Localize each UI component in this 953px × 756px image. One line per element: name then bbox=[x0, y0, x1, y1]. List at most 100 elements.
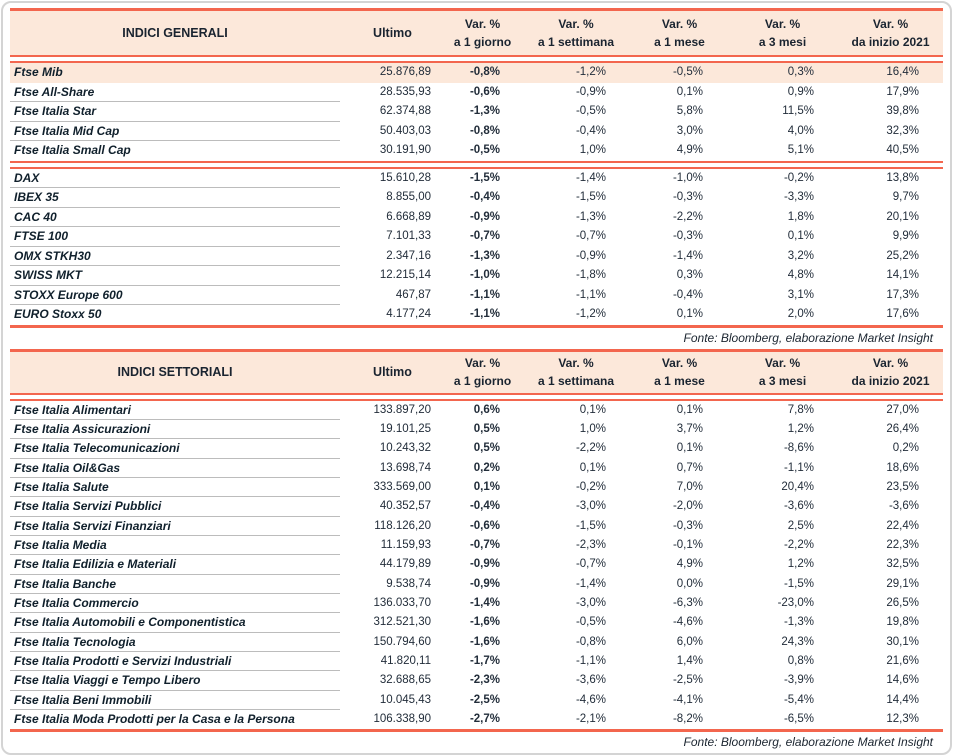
col-header-var-2: Var. % a 1 mese bbox=[632, 15, 727, 52]
index-name: Ftse Italia Beni Immobili bbox=[10, 691, 340, 710]
index-value-v2: -2,2% bbox=[672, 210, 703, 223]
index-value-v4: 18,6% bbox=[886, 461, 919, 474]
index-value-v4: 32,3% bbox=[886, 124, 919, 137]
index-name: IBEX 35 bbox=[10, 188, 340, 208]
index-row: Ftse Italia Commercio 136.033,70 -1,4% -3,0… bbox=[10, 594, 943, 613]
index-value-v3: 4,0% bbox=[787, 124, 814, 137]
period-label: a 3 mesi bbox=[758, 35, 807, 49]
index-value-v3: 3,2% bbox=[787, 249, 814, 262]
index-value-v0: 0,2% bbox=[473, 461, 500, 474]
index-name: Ftse Italia Moda Prodotti per la Casa e … bbox=[14, 712, 295, 726]
index-value-ultimo: 62.374,88 bbox=[379, 105, 431, 117]
table-header-row: INDICI SETTORIALI Ultimo Var. % a 1 giorno V… bbox=[10, 351, 943, 393]
period-label: da inizio 2021 bbox=[851, 35, 930, 49]
index-value-v0: -0,6% bbox=[469, 85, 500, 98]
index-name: Ftse Italia Telecomunicazioni bbox=[10, 439, 340, 458]
period-label: a 1 giorno bbox=[453, 374, 512, 388]
index-value-ultimo: 28.535,93 bbox=[379, 85, 431, 98]
index-value-ultimo: 10.045,43 bbox=[379, 693, 431, 706]
index-value-v2: 0,1% bbox=[676, 442, 703, 455]
index-value-ultimo: 32.688,65 bbox=[379, 674, 431, 687]
index-value-v0: -1,1% bbox=[469, 308, 500, 320]
index-value-v0: -1,6% bbox=[469, 616, 500, 629]
index-value-v1: 0,1% bbox=[579, 461, 606, 474]
index-value-v3: 0,3% bbox=[787, 66, 814, 78]
table-title: INDICI SETTORIALI bbox=[117, 365, 233, 379]
index-row: IBEX 35 8.855,00 -0,4% -1,5% -0,3% -3,3% 9,7% bbox=[10, 188, 943, 208]
index-value-v2: 0,1% bbox=[676, 85, 703, 98]
index-value-v3: 1,2% bbox=[787, 422, 814, 435]
index-value-v2: 3,7% bbox=[676, 422, 703, 435]
index-value-v4: 17,9% bbox=[886, 85, 919, 98]
var-pct-label: Var. % bbox=[464, 355, 501, 370]
index-value-ultimo: 11.159,93 bbox=[380, 538, 431, 551]
index-value-v1: -3,0% bbox=[575, 596, 606, 609]
index-value-v3: -3,3% bbox=[783, 191, 814, 203]
index-row: Ftse Italia Viaggi e Tempo Libero 32.688,… bbox=[10, 671, 943, 690]
index-value-v1: -1,1% bbox=[575, 288, 606, 301]
index-value-v4: 14,1% bbox=[886, 269, 919, 281]
index-value-v4: 30,1% bbox=[886, 635, 919, 648]
col-header-var-3: Var. % a 3 mesi bbox=[727, 15, 838, 52]
source-note: Fonte: Bloomberg, elaborazione Market In… bbox=[683, 735, 933, 750]
index-value-v4: 0,2% bbox=[892, 442, 919, 455]
col-header-var-0: Var. % a 1 giorno bbox=[445, 15, 520, 52]
index-value-v2: -4,1% bbox=[672, 693, 703, 706]
index-value-v4: 25,2% bbox=[886, 249, 919, 262]
var-pct-label: Var. % bbox=[558, 16, 594, 31]
index-value-v0: -0,9% bbox=[469, 577, 500, 590]
index-name: Ftse Italia Mid Cap bbox=[10, 122, 340, 142]
index-value-v4: 26,5% bbox=[886, 596, 919, 609]
index-name: Ftse Italia Small Cap bbox=[14, 143, 131, 157]
index-value-v3: -8,6% bbox=[783, 442, 814, 455]
index-value-v1: -0,2% bbox=[575, 480, 606, 493]
index-value-v4: 16,4% bbox=[886, 66, 919, 78]
period-label: a 1 giorno bbox=[453, 35, 512, 49]
index-value-v4: 14,6% bbox=[886, 674, 919, 687]
table-bottom-rule bbox=[10, 729, 943, 733]
index-value-v4: 22,4% bbox=[886, 519, 919, 532]
index-value-v4: 21,6% bbox=[886, 654, 919, 667]
index-value-v3: 3,1% bbox=[787, 288, 814, 301]
index-value-ultimo: 12.215,14 bbox=[379, 269, 431, 281]
index-value-v0: -1,3% bbox=[469, 249, 500, 262]
index-value-v2: 0,7% bbox=[676, 461, 703, 474]
index-value-v0: -0,8% bbox=[469, 66, 500, 78]
index-row: Ftse Italia Servizi Pubblici 40.352,57 -0,… bbox=[10, 497, 943, 516]
index-value-ultimo: 40.352,57 bbox=[379, 500, 431, 513]
index-row: Ftse Italia Media 11.159,93 -0,7% -2,3% -0,1… bbox=[10, 536, 943, 555]
index-row: Ftse Italia Automobili e Componentistica… bbox=[10, 613, 943, 632]
index-value-v2: -0,4% bbox=[672, 288, 703, 301]
index-row: Ftse Italia Edilizia e Materiali 44.179,8… bbox=[10, 555, 943, 574]
var-pct-label: Var. % bbox=[558, 355, 594, 370]
index-value-v4: 12,3% bbox=[886, 713, 919, 725]
index-value-v1: -0,4% bbox=[575, 124, 606, 137]
index-value-ultimo: 2.347,16 bbox=[386, 249, 431, 262]
index-row: Ftse Italia Alimentari 133.897,20 0,6% 0,1%… bbox=[10, 401, 943, 420]
col-header-var-1: Var. % a 1 settimana bbox=[520, 354, 632, 391]
index-value-v3: 1,8% bbox=[787, 210, 814, 223]
index-name: DAX bbox=[10, 169, 340, 189]
index-value-v0: -1,3% bbox=[469, 105, 500, 117]
index-value-v3: 0,9% bbox=[787, 85, 814, 98]
index-name: Ftse Italia Media bbox=[10, 536, 340, 555]
index-value-v1: -4,6% bbox=[575, 693, 606, 706]
index-value-v4: 9,7% bbox=[892, 191, 919, 203]
index-value-v4: 20,1% bbox=[886, 210, 919, 223]
index-value-v0: 0,1% bbox=[473, 480, 500, 493]
index-value-v4: 26,4% bbox=[886, 422, 919, 435]
index-value-v1: -2,1% bbox=[575, 713, 606, 725]
index-value-ultimo: 312.521,30 bbox=[373, 616, 431, 629]
col-header-var-0: Var. % a 1 giorno bbox=[445, 354, 520, 391]
index-value-v2: 0,3% bbox=[676, 269, 703, 281]
index-value-v3: 2,0% bbox=[787, 308, 814, 320]
index-value-v2: -0,3% bbox=[672, 230, 703, 242]
table-top-rule bbox=[10, 8, 943, 11]
index-value-v0: -0,9% bbox=[469, 210, 500, 223]
index-value-ultimo: 150.794,60 bbox=[373, 635, 431, 648]
index-value-v2: -0,3% bbox=[672, 191, 703, 203]
index-value-v2: -0,3% bbox=[672, 519, 703, 532]
index-name: CAC 40 bbox=[10, 208, 340, 228]
index-value-v3: -23,0% bbox=[777, 596, 814, 609]
